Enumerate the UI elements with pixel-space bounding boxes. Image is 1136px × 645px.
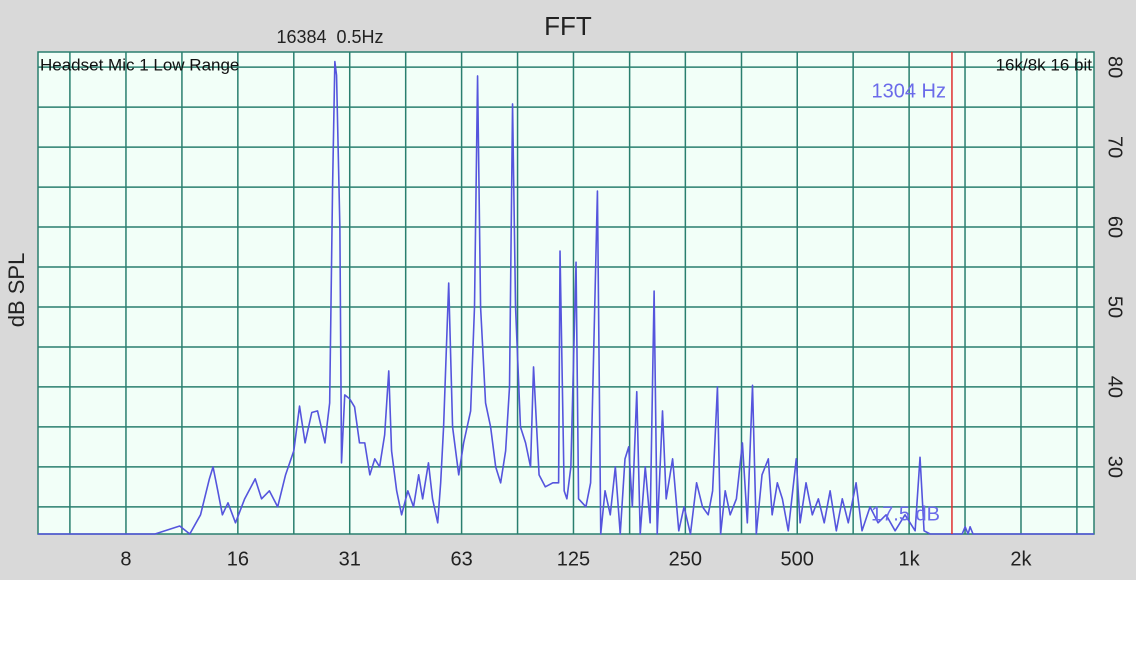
spectrum-line: [38, 60, 1094, 535]
input-label: Headset Mic 1 Low Range: [40, 55, 239, 74]
y-tick-label: 60: [1104, 216, 1126, 238]
x-tick-label: 1k: [899, 548, 921, 570]
y-tick-label: 70: [1104, 136, 1126, 158]
level-label: 17.5 dB: [871, 503, 940, 525]
x-tick-label: 250: [669, 548, 702, 570]
plot-border: [37, 51, 1095, 535]
x-tick-label: 31: [339, 548, 361, 570]
x-tick-label: 8: [120, 548, 131, 570]
chart-title: FFT: [544, 11, 592, 41]
x-tick-label: 125: [557, 548, 590, 570]
x-tick-label: 500: [781, 548, 814, 570]
format-label: 16k/8k 16 bit: [996, 55, 1093, 74]
x-tick-label: 63: [450, 548, 472, 570]
labels: FFT 16384 0.5Hz Headset Mic 1 Low Range …: [4, 11, 1126, 570]
subtitle: 16384 0.5Hz: [276, 27, 383, 47]
y-tick-label: 50: [1104, 296, 1126, 318]
plot-background: [38, 52, 1094, 534]
cursor-label: 1304 Hz: [871, 80, 946, 102]
y-tick-label: 30: [1104, 456, 1126, 478]
x-tick-label: 16: [227, 548, 249, 570]
y-tick-label: 80: [1104, 56, 1126, 78]
y-axis-label: dB SPL: [4, 253, 29, 328]
x-tick-label: 2k: [1010, 548, 1032, 570]
marks: [38, 52, 1094, 535]
y-tick-label: 40: [1104, 376, 1126, 398]
